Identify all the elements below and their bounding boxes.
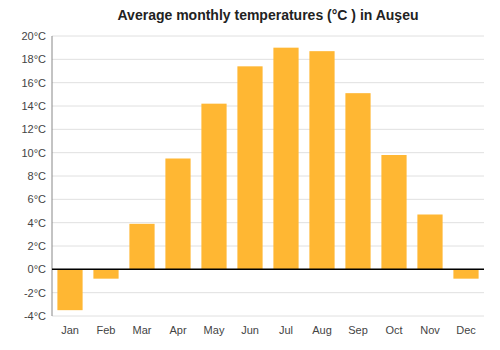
y-tick-label: 12°C (21, 123, 46, 135)
grid-line (52, 82, 484, 83)
bars (57, 48, 478, 311)
bar (93, 269, 118, 278)
grid-line (52, 59, 484, 60)
y-tick-label: 14°C (21, 100, 46, 112)
y-tick-label: 4°C (28, 217, 47, 229)
bar (309, 51, 334, 269)
grid-line (52, 106, 484, 107)
grid-line (52, 316, 484, 317)
x-tick-label: Nov (420, 324, 440, 336)
x-tick-label: Sep (348, 324, 368, 336)
y-tick-label: -4°C (24, 310, 46, 322)
grid-line (52, 292, 484, 293)
y-tick-label: 16°C (21, 77, 46, 89)
chart-container: Average monthly temperatures (°C ) in Au… (0, 0, 500, 350)
y-tick-label: 6°C (28, 193, 47, 205)
x-tick-label: Jan (61, 324, 79, 336)
x-tick-label: Mar (133, 324, 152, 336)
bar (345, 93, 370, 269)
y-tick-label: 20°C (21, 30, 46, 42)
x-tick-label: Dec (456, 324, 476, 336)
chart: Average monthly temperatures (°C ) in Au… (0, 0, 500, 350)
grid-line (52, 176, 484, 177)
y-tick-label: 8°C (28, 170, 47, 182)
y-axis: -4°C -2°C 0°C 2°C 4°C 6°C 8°C 10°C 12°C 14°C 16°C 1… (21, 30, 484, 322)
grid-line (52, 152, 484, 153)
bar (453, 269, 478, 278)
zero-line (52, 269, 484, 271)
bar (129, 224, 154, 269)
y-tick-label: 10°C (21, 147, 46, 159)
x-tick-label: Feb (97, 324, 116, 336)
x-tick-label: Jul (279, 324, 293, 336)
y-tick-label: 0°C (28, 263, 47, 275)
x-tick-label: Oct (385, 324, 402, 336)
bar (237, 66, 262, 269)
bar (57, 269, 82, 310)
grid-line (52, 129, 484, 130)
x-tick-label: Jun (241, 324, 259, 336)
y-tick-label: 2°C (28, 240, 47, 252)
x-tick-label: Apr (169, 324, 186, 336)
x-tick-label: Aug (312, 324, 332, 336)
x-tick-label: May (204, 324, 225, 336)
bar (381, 155, 406, 269)
x-axis: Jan Feb Mar Apr May Jun Jul Aug Sep Oct Nov Dec (61, 324, 476, 336)
bar (165, 159, 190, 270)
bar (417, 215, 442, 270)
grid-line (52, 199, 484, 200)
y-tick-label: -2°C (24, 287, 46, 299)
y-tick-label: 18°C (21, 53, 46, 65)
y-axis-line (52, 36, 53, 316)
title: Average monthly temperatures (°C ) in Au… (118, 7, 419, 23)
grid-line (52, 36, 484, 37)
bar (201, 104, 226, 270)
bar (273, 48, 298, 270)
grid-line (52, 269, 484, 270)
